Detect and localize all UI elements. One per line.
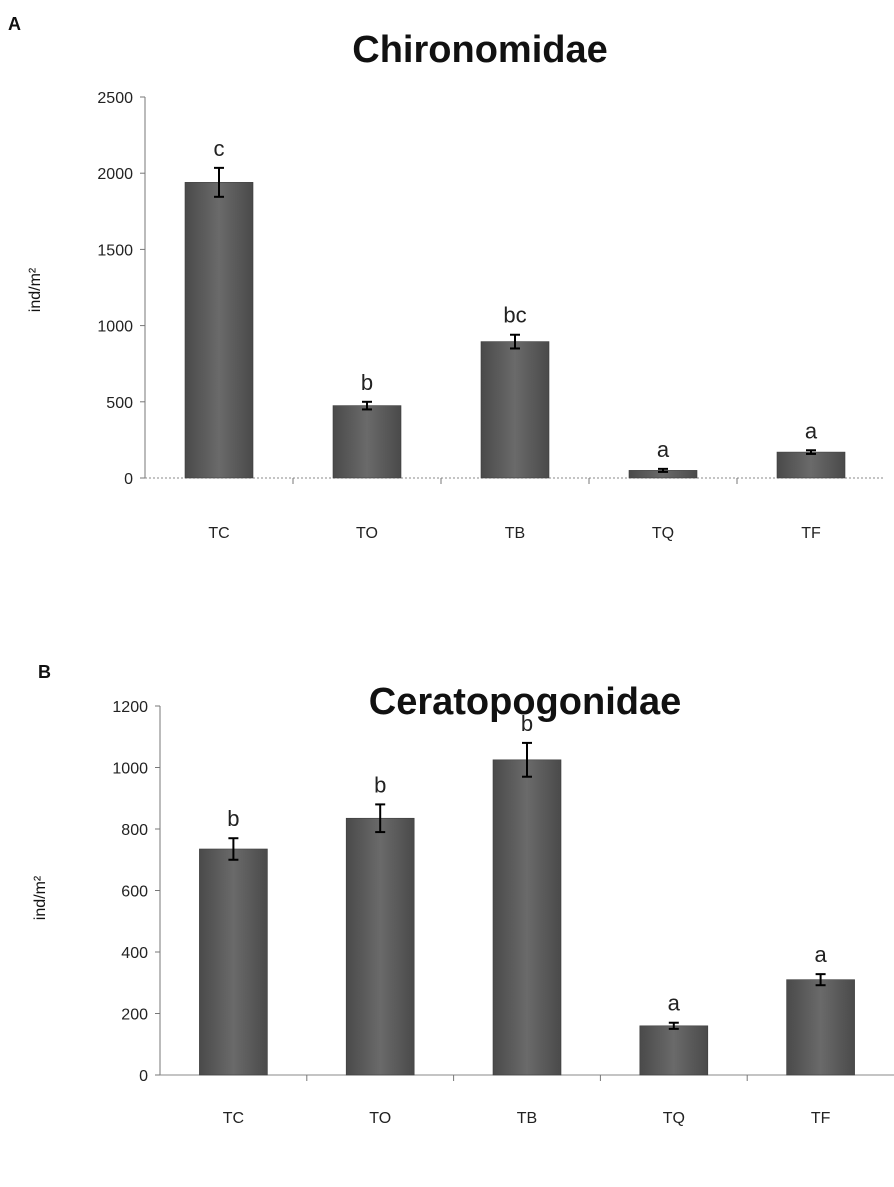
significance-label: b [521,711,533,736]
bar [199,848,268,1076]
y-tick-label: 800 [121,822,148,839]
category-label: TB [505,525,525,542]
bar [184,182,254,479]
significance-label: a [657,437,670,462]
bar [480,341,550,479]
category-label: TC [223,1110,244,1127]
category-label: TF [801,525,821,542]
category-label: TC [208,525,229,542]
bar [639,1025,709,1076]
significance-label: b [227,806,239,831]
y-axis-label-a: ind/m² [27,267,44,312]
y-tick-label: 500 [106,395,133,412]
bar [492,759,562,1076]
y-tick-label: 400 [121,945,148,962]
significance-label: bc [503,303,526,328]
significance-label: c [214,136,225,161]
y-tick-label: 0 [139,1068,148,1085]
panel-letter-b: B [38,662,51,682]
y-axis-label-b: ind/m² [32,875,49,920]
category-label: TF [811,1110,831,1127]
plot-area-a: 0 500 1000 1500 2000 2500 c TC b TO bc TB a TQ a TF [97,90,885,542]
panel-letter-a: A [8,14,21,34]
y-tick-label: 200 [121,1007,148,1024]
significance-label: a [814,942,827,967]
chart-panel-a: A Chironomidae ind/m² 0 500 1000 1500 2000 25… [8,14,885,542]
chart-title-a: Chironomidae [352,29,607,71]
y-tick-label: 1200 [112,699,148,716]
significance-label: a [668,991,681,1016]
significance-label: b [374,772,386,797]
bar [786,979,855,1076]
y-tick-label: 0 [124,471,133,488]
y-tick-label: 600 [121,884,148,901]
significance-label: a [805,418,818,443]
category-label: TQ [652,525,674,542]
y-tick-label: 1500 [97,242,133,259]
y-tick-label: 2000 [97,166,133,183]
y-tick-label: 2500 [97,90,133,107]
bar [345,817,415,1076]
significance-label: b [361,370,373,395]
plot-area-b: 0 200 400 600 800 1000 1200 b TC b TO b TB a TQ a TF [112,699,894,1127]
bar [332,405,402,479]
chart-panel-b: B Ceratopogonidae ind/m² 0 200 400 600 800 10… [32,662,894,1127]
category-label: TQ [663,1110,685,1127]
category-label: TB [517,1110,537,1127]
category-label: TO [356,525,378,542]
y-tick-label: 1000 [112,761,148,778]
category-label: TO [369,1110,391,1127]
bar [776,451,846,479]
y-tick-label: 1000 [97,319,133,336]
chart-title-b: Ceratopogonidae [369,681,681,723]
